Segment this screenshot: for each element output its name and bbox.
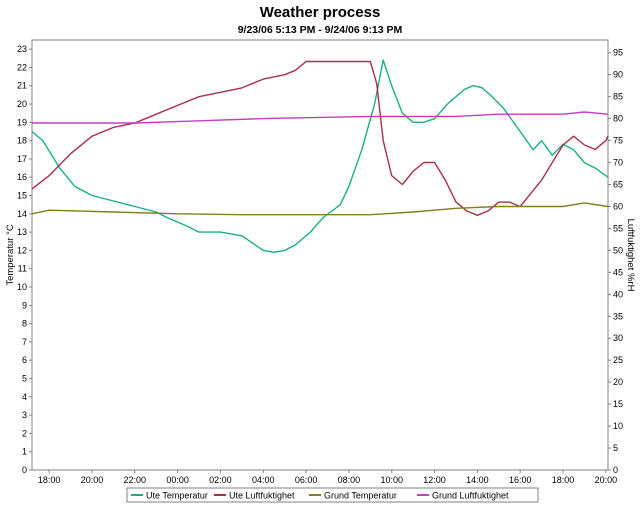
- right-tick-label: 75: [613, 136, 623, 146]
- series-line-ute-temperatur: [31, 59, 609, 254]
- left-axis-label: Temperatur °C: [5, 224, 16, 285]
- x-tick-label: 16:00: [509, 475, 532, 485]
- left-tick-label: 20: [17, 99, 27, 109]
- x-tick-label: 12:00: [423, 475, 446, 485]
- right-tick-label: 0: [613, 465, 618, 475]
- left-tick-label: 17: [17, 154, 27, 164]
- chart-title: Weather process: [260, 4, 381, 21]
- right-tick-label: 40: [613, 289, 623, 299]
- left-tick-label: 23: [17, 44, 27, 54]
- left-tick-label: 11: [18, 264, 27, 274]
- x-axis-ticks: 18:00 20:00 22:00 00:00 02:00 04:00 06:00 08:00…: [38, 470, 617, 485]
- right-tick-label: 60: [613, 201, 623, 211]
- right-tick-label: 55: [613, 223, 623, 233]
- right-tick-label: 5: [613, 443, 618, 453]
- legend-label-ute-temperatur: Ute Temperatur: [146, 491, 208, 501]
- right-tick-label: 95: [613, 48, 623, 58]
- left-tick-label: 15: [17, 191, 27, 201]
- x-tick-label: 08:00: [338, 475, 361, 485]
- right-tick-label: 50: [613, 245, 623, 255]
- series-line-ute-luftfuktighet: [31, 60, 609, 217]
- right-tick-label: 85: [613, 92, 623, 102]
- left-tick-label: 21: [17, 81, 27, 91]
- left-tick-label: 4: [22, 392, 27, 402]
- left-tick-label: 3: [22, 410, 27, 420]
- left-tick-label: 2: [22, 428, 27, 438]
- legend: Ute Temperatur Ute Luftfuktighet Grund Tem…: [126, 487, 539, 503]
- x-tick-label: 20:00: [595, 475, 618, 485]
- x-tick-label: 20:00: [81, 475, 104, 485]
- right-tick-label: 35: [613, 311, 623, 321]
- x-tick-label: 18:00: [552, 475, 575, 485]
- right-tick-label: 30: [613, 333, 623, 343]
- left-tick-label: 8: [22, 319, 27, 329]
- series-line-grund-temperatur: [31, 202, 609, 216]
- right-tick-label: 25: [613, 355, 623, 365]
- x-tick-label: 14:00: [466, 475, 489, 485]
- x-tick-label: 22:00: [124, 475, 147, 485]
- left-tick-label: 13: [17, 227, 27, 237]
- right-tick-label: 90: [613, 70, 623, 80]
- x-tick-label: 18:00: [38, 475, 61, 485]
- right-tick-label: 45: [613, 267, 623, 277]
- legend-label-ute-luftfuktighet: Ute Luftfuktighet: [229, 491, 295, 501]
- x-tick-label: 10:00: [380, 475, 403, 485]
- right-tick-label: 20: [613, 377, 623, 387]
- left-tick-label: 10: [17, 282, 27, 292]
- left-tick-label: 1: [22, 447, 27, 457]
- left-tick-label: 6: [22, 355, 27, 365]
- right-tick-label: 80: [613, 114, 623, 124]
- right-tick-label: 65: [613, 180, 623, 190]
- x-tick-label: 06:00: [295, 475, 318, 485]
- series-line-grund-luftfuktighet: [32, 111, 609, 124]
- left-tick-label: 5: [22, 374, 27, 384]
- right-tick-label: 70: [613, 158, 623, 168]
- legend-label-grund-temperatur: Grund Temperatur: [324, 491, 397, 501]
- legend-box: [126, 487, 539, 503]
- right-axis-ticks: 0 5 10 15 20 25 30 35 40 45 50 55 60 65 70 75 80 85 90 95: [608, 48, 623, 475]
- left-tick-label: 14: [17, 209, 27, 219]
- chart-subtitle: 9/23/06 5:13 PM - 9/24/06 9:13 PM: [238, 24, 403, 36]
- left-tick-label: 12: [17, 245, 27, 255]
- axes: [31, 39, 609, 471]
- left-tick-label: 7: [22, 337, 27, 347]
- right-tick-label: 15: [613, 399, 623, 409]
- legend-label-grund-luftfuktighet: Grund Luftfuktighet: [432, 491, 509, 501]
- plot-area: [31, 39, 609, 471]
- left-tick-label: 19: [17, 117, 27, 127]
- left-tick-label: 22: [17, 62, 27, 72]
- x-tick-label: 00:00: [166, 475, 189, 485]
- series: [31, 59, 609, 254]
- left-tick-label: 9: [22, 300, 27, 310]
- right-tick-label: 10: [613, 421, 623, 431]
- x-tick-label: 02:00: [209, 475, 232, 485]
- left-tick-label: 16: [17, 172, 27, 182]
- right-axis-label: Luftfuktighet %rH: [625, 219, 636, 292]
- x-tick-label: 04:00: [252, 475, 275, 485]
- left-tick-label: 0: [22, 465, 27, 475]
- left-tick-label: 18: [17, 136, 27, 146]
